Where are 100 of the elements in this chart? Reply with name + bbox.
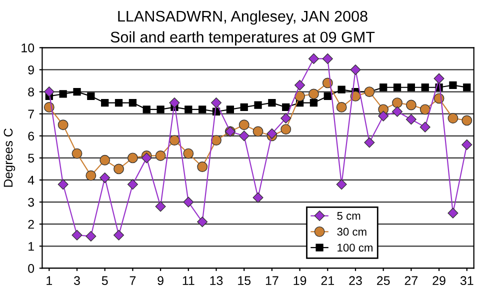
point xyxy=(169,98,180,108)
y-tick-label: 7 xyxy=(28,110,34,118)
point xyxy=(58,179,68,190)
point xyxy=(183,148,194,159)
point xyxy=(310,98,318,107)
y-tick-label: 0 xyxy=(28,264,34,273)
x-tick-label: 21 xyxy=(321,276,334,285)
point xyxy=(434,73,444,84)
point xyxy=(448,208,458,218)
point xyxy=(238,120,250,130)
point xyxy=(407,84,416,92)
point xyxy=(169,135,180,146)
point xyxy=(184,106,192,114)
point xyxy=(308,88,319,100)
x-tick-label: 3 xyxy=(74,276,80,286)
point xyxy=(238,130,250,142)
point xyxy=(252,126,264,137)
point xyxy=(101,98,109,107)
point xyxy=(114,230,124,240)
point xyxy=(211,135,222,146)
point xyxy=(462,115,472,126)
point xyxy=(336,102,347,112)
x-tick-label: 31 xyxy=(460,276,474,286)
x-tick-label: 13 xyxy=(210,276,223,286)
point xyxy=(378,110,389,122)
x-tick-label: 29 xyxy=(432,276,446,286)
point xyxy=(72,230,82,240)
point xyxy=(420,104,430,115)
point xyxy=(127,179,138,190)
point xyxy=(58,120,68,130)
point xyxy=(114,164,124,174)
point xyxy=(155,150,166,161)
point xyxy=(392,106,403,117)
point xyxy=(406,114,416,125)
point xyxy=(87,92,95,100)
x-tick-label: 9 xyxy=(158,276,164,286)
point xyxy=(100,172,110,184)
point xyxy=(282,103,290,112)
chart-title: LLANSADWRN, Anglesey, JAN 2008 xyxy=(118,10,368,25)
point xyxy=(142,106,150,114)
x-tick-label: 19 xyxy=(294,276,306,286)
point xyxy=(127,152,138,164)
point xyxy=(86,230,96,242)
x-tick-label: 15 xyxy=(238,276,251,286)
point xyxy=(198,106,206,114)
x-tick-label: 1 xyxy=(46,276,52,285)
point xyxy=(463,84,471,92)
point xyxy=(420,122,430,132)
point xyxy=(462,139,472,150)
point xyxy=(254,101,262,109)
point xyxy=(350,64,361,75)
y-tick-label: 2 xyxy=(28,220,34,229)
point xyxy=(308,53,319,64)
y-tick-label: 9 xyxy=(28,66,34,74)
point xyxy=(336,179,347,190)
x-tick-label: 17 xyxy=(266,276,278,285)
point xyxy=(44,86,54,98)
point xyxy=(268,98,276,107)
x-tick-label: 23 xyxy=(349,276,362,286)
point xyxy=(294,80,306,90)
point xyxy=(59,90,67,98)
point xyxy=(393,84,402,92)
legend-label: 100 cm xyxy=(338,244,372,252)
point xyxy=(392,98,402,108)
point xyxy=(210,98,222,108)
point xyxy=(197,216,208,228)
point xyxy=(380,84,388,92)
point xyxy=(141,152,152,164)
point xyxy=(338,86,346,94)
y-axis-title: Degrees C xyxy=(4,128,16,187)
y-tick-label: 10 xyxy=(22,43,34,52)
point xyxy=(240,103,248,112)
y-tick-label: 6 xyxy=(28,132,34,141)
point xyxy=(322,53,333,64)
y-tick-label: 3 xyxy=(28,198,34,207)
point xyxy=(73,88,81,96)
x-tick-label: 11 xyxy=(182,276,194,285)
point xyxy=(448,113,458,124)
chart-subtitle: Soil and earth temperatures at 09 GMT xyxy=(110,31,375,46)
point xyxy=(280,112,292,124)
x-tick-label: 25 xyxy=(377,276,390,286)
y-tick-label: 4 xyxy=(28,176,34,185)
point xyxy=(280,124,292,134)
point xyxy=(449,81,457,89)
point xyxy=(128,98,137,107)
point xyxy=(294,90,306,102)
point xyxy=(100,154,110,166)
y-tick-label: 1 xyxy=(28,242,34,251)
y-tick-label: 5 xyxy=(28,154,34,163)
point xyxy=(421,84,429,92)
y-tick-label: 8 xyxy=(28,88,34,96)
point xyxy=(72,148,82,159)
point xyxy=(226,106,234,114)
legend-label: 5 cm xyxy=(337,212,360,220)
point xyxy=(197,162,208,172)
legend-label: 30 cm xyxy=(337,228,366,236)
point xyxy=(266,128,278,139)
x-tick-label: 7 xyxy=(130,276,136,285)
point xyxy=(183,196,194,208)
point xyxy=(324,92,332,100)
